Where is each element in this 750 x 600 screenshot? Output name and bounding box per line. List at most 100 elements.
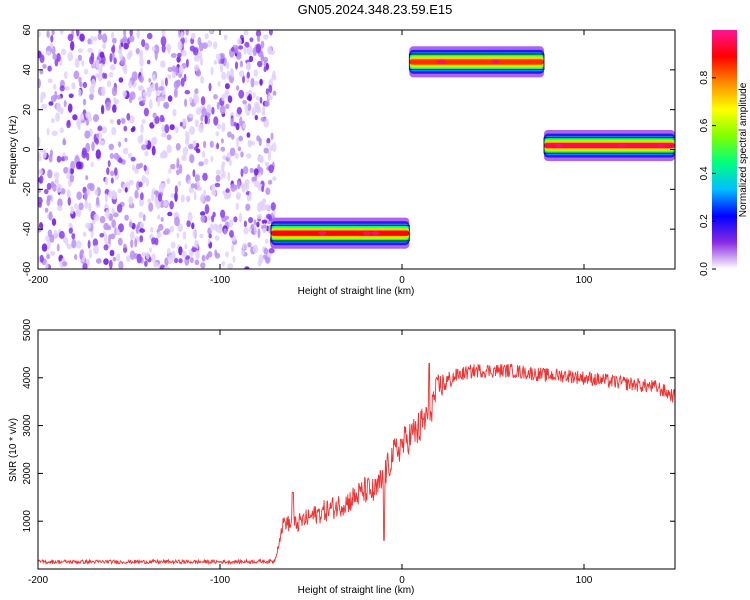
noise-blob	[185, 58, 189, 68]
noise-blob	[148, 202, 154, 212]
noise-blob	[268, 164, 274, 174]
noise-blob	[104, 177, 109, 186]
y-tick-label: 60	[22, 24, 33, 36]
band-outline	[408, 53, 545, 70]
noise-blob	[260, 116, 266, 122]
band-layer	[409, 59, 544, 65]
noise-blob	[183, 73, 187, 82]
noise-blob	[197, 186, 203, 192]
noise-blob	[236, 180, 241, 190]
noise-blob	[38, 196, 43, 205]
noise-blob	[64, 155, 69, 161]
x-tick-label: 100	[576, 275, 593, 286]
noise-blob	[129, 115, 135, 124]
noise-blob	[216, 101, 220, 110]
noise-blob	[71, 82, 76, 90]
noise-blob	[182, 231, 187, 240]
noise-blob	[238, 89, 245, 99]
noise-blob	[272, 209, 276, 216]
noise-blob	[67, 166, 71, 175]
noise-blob	[77, 54, 82, 62]
colorbar-tick-label: 0.0	[699, 262, 710, 276]
band-peak	[617, 143, 626, 148]
noise-blob	[106, 80, 112, 88]
noise-blob	[74, 254, 78, 260]
noise-blob	[239, 60, 243, 68]
noise-blob	[82, 98, 87, 106]
noise-blob	[63, 166, 69, 174]
noise-blob	[139, 228, 146, 233]
noise-blob	[233, 121, 237, 127]
noise-blob	[192, 169, 196, 178]
noise-blob	[234, 184, 238, 191]
noise-blob	[242, 75, 245, 84]
noise-blob	[257, 228, 261, 239]
noise-blob	[215, 53, 221, 61]
noise-blob	[116, 203, 123, 213]
noise-blob	[67, 33, 74, 42]
noise-blob	[108, 71, 114, 78]
noise-blob	[247, 103, 252, 111]
noise-blob	[70, 160, 76, 171]
noise-blob	[78, 202, 84, 211]
noise-blob	[174, 185, 178, 195]
noise-blob	[238, 212, 242, 223]
noise-blob	[211, 183, 216, 193]
noise-blob	[253, 168, 259, 176]
noise-blob	[66, 189, 71, 198]
noise-blob	[238, 135, 244, 142]
noise-blob	[95, 59, 100, 69]
noise-blob	[124, 137, 128, 143]
noise-blob	[188, 113, 194, 119]
noise-blob	[171, 71, 177, 79]
noise-blob	[151, 137, 155, 147]
noise-blob	[142, 214, 146, 222]
noise-blob	[50, 95, 57, 103]
y-tick-label: 4000	[22, 366, 33, 389]
noise-blob	[56, 155, 62, 163]
noise-blob	[166, 247, 171, 255]
noise-blob	[233, 216, 238, 223]
noise-blob	[114, 167, 118, 176]
noise-blob	[178, 65, 184, 74]
noise-blob	[234, 44, 239, 54]
y-tick-label: -20	[22, 182, 33, 197]
noise-blob	[115, 228, 120, 235]
noise-blob	[106, 225, 112, 231]
noise-blob	[54, 171, 60, 179]
noise-blob	[264, 100, 270, 107]
y-tick-label: 5000	[22, 318, 33, 341]
noise-blob	[161, 183, 166, 188]
noise-blob	[71, 239, 77, 249]
snr-frame	[37, 329, 676, 570]
y-tick-label: -60	[22, 261, 33, 276]
x-tick-label: -100	[210, 575, 230, 586]
noise-blob	[227, 171, 231, 182]
noise-blob	[220, 209, 226, 219]
noise-blob	[174, 257, 179, 264]
noise-blob	[128, 35, 135, 43]
noise-blob	[194, 239, 199, 250]
noise-blob	[225, 61, 230, 70]
noise-blob	[111, 86, 118, 97]
noise-blob	[170, 241, 176, 249]
noise-blob	[136, 30, 140, 39]
noise-blob	[128, 152, 133, 159]
noise-blob	[210, 66, 214, 76]
noise-blob	[151, 145, 156, 156]
noise-blob	[224, 215, 230, 220]
noise-blob	[130, 239, 134, 249]
noise-blob	[258, 155, 264, 160]
noise-blob	[268, 247, 275, 254]
noise-blob	[217, 224, 223, 234]
noise-blob	[38, 182, 41, 189]
noise-blob	[45, 50, 51, 56]
noise-blob	[84, 191, 88, 201]
noise-blob	[130, 156, 136, 162]
noise-blob	[113, 191, 118, 200]
noise-blob	[140, 192, 144, 201]
noise-blob	[63, 100, 67, 108]
noise-blob	[219, 105, 226, 115]
noise-blob	[128, 221, 133, 228]
noise-blob	[108, 143, 115, 150]
